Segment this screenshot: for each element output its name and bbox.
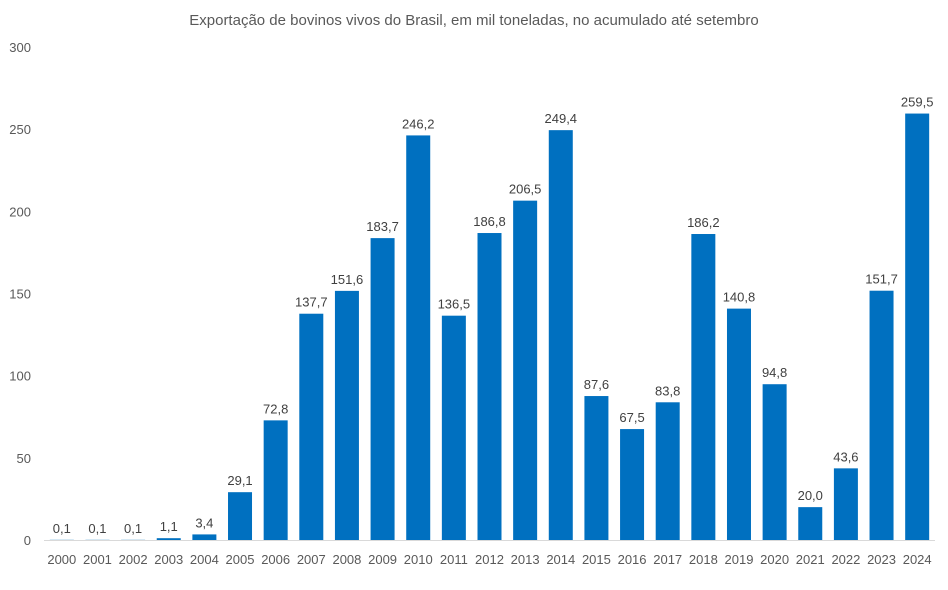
bar-2006 [263,420,288,540]
data-label: 29,1 [227,473,252,488]
y-tick-label: 300 [9,40,31,55]
data-label: 206,5 [509,182,542,197]
bar-2009 [370,238,395,540]
x-tick-label: 2011 [440,552,468,567]
x-tick-label: 2010 [404,552,433,567]
data-label: 20,0 [798,488,823,503]
bar-2007 [299,313,324,540]
x-tick-label: 2023 [867,552,896,567]
x-axis: 2000 2001 2002 2003 2004 2005 2006 2007 2008 2009… [47,552,931,567]
bar-2010 [406,135,431,541]
x-tick-label: 2022 [831,552,860,567]
bar-2003 [156,538,181,540]
x-tick-label: 2018 [689,552,718,567]
data-label: 186,2 [687,215,720,230]
data-label: 249,4 [545,111,578,126]
data-label: 1,1 [160,519,178,534]
bar-2005 [228,492,253,540]
data-label: 0,1 [88,521,106,536]
bar-2011 [441,315,466,540]
y-tick-label: 250 [9,122,31,137]
y-tick-label: 100 [9,369,31,384]
x-tick-label: 2024 [903,552,932,567]
bar-2020 [762,384,787,540]
data-label: 183,7 [366,219,399,234]
y-axis: 0 50 100 150 200 250 300 [9,40,31,548]
data-label: 3,4 [195,515,213,530]
y-tick-label: 0 [24,533,31,548]
data-label: 94,8 [762,365,787,380]
data-label: 0,1 [53,521,71,536]
y-tick-label: 50 [17,451,31,466]
x-tick-label: 2017 [653,552,682,567]
x-tick-label: 2013 [511,552,540,567]
data-label: 137,7 [295,295,328,310]
bar-2022 [833,468,858,540]
chart-title: Exportação de bovinos vivos do Brasil, e… [189,12,758,29]
data-label: 186,8 [473,214,506,229]
bar-2019 [726,308,751,540]
y-tick-label: 200 [9,204,31,219]
data-label: 67,5 [619,410,644,425]
x-tick-label: 2016 [618,552,647,567]
bar-2014 [548,130,573,541]
y-tick-label: 150 [9,287,31,302]
x-tick-label: 2001 [83,552,112,567]
x-tick-label: 2019 [725,552,754,567]
bar-2012 [477,233,502,540]
data-label: 151,7 [865,272,898,287]
bar-2018 [691,234,716,540]
data-label: 151,6 [331,272,364,287]
x-tick-label: 2006 [261,552,290,567]
bar-2024 [905,113,930,541]
x-tick-label: 2020 [760,552,789,567]
x-tick-label: 2009 [368,552,397,567]
data-label: 246,2 [402,116,435,131]
x-tick-label: 2002 [119,552,148,567]
x-tick-label: 2007 [297,552,326,567]
x-tick-label: 2015 [582,552,611,567]
data-label: 83,8 [655,383,680,398]
x-tick-label: 2008 [332,552,361,567]
bar-2015 [584,396,609,540]
data-label: 140,8 [723,290,756,305]
data-label: 43,6 [833,449,858,464]
x-tick-label: 2012 [475,552,504,567]
bar-2016 [620,429,645,540]
data-label: 87,6 [584,377,609,392]
x-tick-label: 2000 [47,552,76,567]
data-label: 136,5 [438,297,471,312]
data-label: 0,1 [124,521,142,536]
bar-2004 [192,534,217,540]
data-label: 259,5 [901,95,934,110]
x-tick-label: 2003 [154,552,183,567]
x-tick-label: 2014 [546,552,575,567]
bar-2021 [798,507,823,540]
bar-2013 [513,200,538,540]
bar-2017 [655,402,680,540]
bar-2023 [869,290,894,540]
x-tick-label: 2005 [226,552,255,567]
data-label: 72,8 [263,401,288,416]
x-tick-label: 2004 [190,552,219,567]
x-tick-label: 2021 [796,552,825,567]
bar-2008 [334,290,359,540]
